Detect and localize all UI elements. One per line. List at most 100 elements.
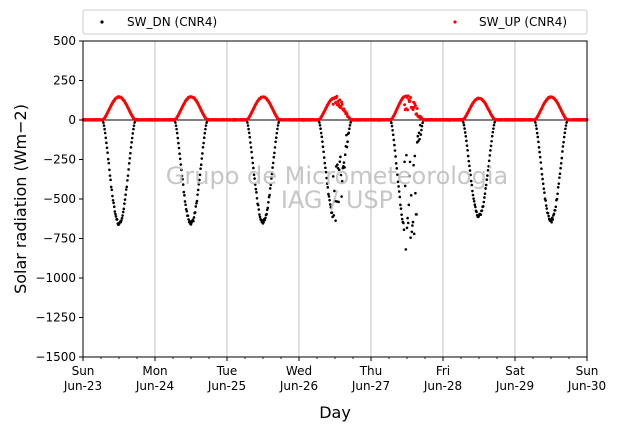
sw-dn-point: [319, 127, 322, 130]
sw-up-point: [338, 98, 342, 102]
sw-dn-point: [250, 156, 254, 160]
sw-up-point: [331, 102, 335, 106]
sw-dn-point: [563, 131, 567, 135]
sw-dn-point: [462, 121, 465, 124]
sw-dn-point: [561, 150, 564, 153]
sw-dn-point: [114, 215, 118, 218]
sw-dn-point: [196, 188, 200, 192]
sw-dn-point: [558, 176, 561, 179]
sw-dn-point: [390, 124, 394, 128]
sw-dn-point: [547, 214, 550, 218]
sw-dn-point: [268, 187, 272, 190]
sw-dn-point: [255, 196, 259, 200]
watermark-line-2: IAG / USP: [281, 186, 393, 214]
sw-dn-point: [121, 214, 124, 217]
sw-dn-point: [411, 224, 414, 227]
sw-dn-point: [131, 132, 135, 135]
sw-dn-point: [111, 198, 115, 202]
sw-dn-point: [105, 146, 109, 150]
sw-dn-point: [396, 173, 399, 176]
sw-dn-point: [106, 157, 110, 161]
series-sw-up: [81, 94, 589, 122]
sw-dn-point: [182, 190, 186, 194]
sw-dn-point: [195, 199, 199, 203]
sw-dn-point: [262, 220, 265, 224]
sw-dn-point: [468, 164, 471, 168]
sw-dn-point: [246, 121, 249, 124]
sw-dn-point: [472, 200, 476, 203]
sw-dn-point: [463, 131, 467, 134]
sw-dn-point: [255, 191, 258, 194]
sw-dn-point: [202, 141, 205, 145]
sw-dn-point: [408, 174, 411, 178]
sw-dn-point: [252, 166, 255, 170]
x-tick-label-date: Jun-23: [63, 379, 102, 393]
sw-dn-point: [112, 201, 115, 205]
sw-up-point: [345, 112, 349, 116]
sw-dn-point: [271, 161, 275, 165]
sw-dn-point: [487, 165, 490, 168]
sw-dn-point: [199, 163, 203, 167]
sw-dn-point: [349, 121, 352, 124]
sw-dn-point: [318, 121, 321, 124]
sw-dn-point: [322, 156, 326, 159]
sw-dn-point: [466, 154, 470, 158]
sw-dn-point: [392, 138, 396, 142]
sw-dn-point: [465, 144, 469, 147]
sw-dn-point: [192, 219, 195, 223]
sw-dn-point: [267, 200, 270, 204]
sw-dn-point: [545, 207, 549, 210]
sw-dn-point: [332, 214, 336, 217]
sw-dn-point: [192, 216, 196, 219]
sw-dn-point: [325, 182, 329, 185]
sw-dn-point: [480, 209, 484, 212]
sw-dn-point: [321, 145, 325, 149]
x-tick-label-date: Jun-26: [279, 379, 318, 393]
sw-dn-point: [481, 205, 485, 208]
y-tick-label: 0: [68, 113, 76, 127]
sw-dn-point: [274, 140, 277, 144]
sw-dn-point: [198, 178, 201, 182]
sw-dn-point: [276, 127, 279, 131]
sw-dn-point: [416, 134, 420, 138]
sw-dn-point: [340, 195, 343, 198]
sw-dn-point: [325, 176, 328, 180]
sw-dn-point: [108, 174, 112, 177]
sw-dn-point: [124, 193, 127, 197]
sw-dn-point: [417, 131, 421, 135]
sw-dn-point: [398, 195, 402, 199]
sw-dn-point: [400, 217, 404, 221]
sw-dn-point: [339, 155, 342, 159]
sw-dn-point: [112, 205, 116, 209]
sw-dn-point: [543, 191, 546, 194]
sw-dn-point: [465, 139, 468, 143]
sw-dn-point: [271, 166, 274, 169]
sw-dn-point: [475, 210, 478, 214]
sw-dn-point: [406, 216, 409, 220]
sw-dn-point: [348, 124, 352, 127]
sw-dn-point: [400, 213, 403, 216]
sw-dn-point: [323, 161, 327, 165]
sw-dn-point: [412, 163, 415, 167]
sw-dn-point: [129, 151, 132, 155]
sw-up-point: [408, 99, 412, 103]
sw-dn-point: [394, 162, 398, 165]
sw-up-point: [413, 104, 417, 108]
y-tick-label: −1500: [35, 350, 76, 364]
sw-dn-point: [265, 212, 268, 216]
sw-dn-point: [111, 194, 114, 198]
sw-dn-point: [180, 174, 184, 178]
sw-dn-point: [397, 185, 400, 188]
sw-dn-point: [408, 160, 412, 164]
sw-dn-point: [126, 174, 130, 177]
sw-dn-point: [329, 205, 333, 209]
sw-dn-point: [474, 205, 477, 209]
sw-dn-point: [258, 215, 262, 219]
sw-dn-point: [266, 206, 270, 210]
sw-up-point: [403, 103, 407, 107]
sw-dn-point: [562, 135, 566, 139]
sw-dn-point: [345, 133, 348, 137]
sw-dn-point: [183, 200, 187, 203]
sw-dn-point: [467, 159, 471, 163]
x-axis-label: Day: [319, 403, 351, 422]
